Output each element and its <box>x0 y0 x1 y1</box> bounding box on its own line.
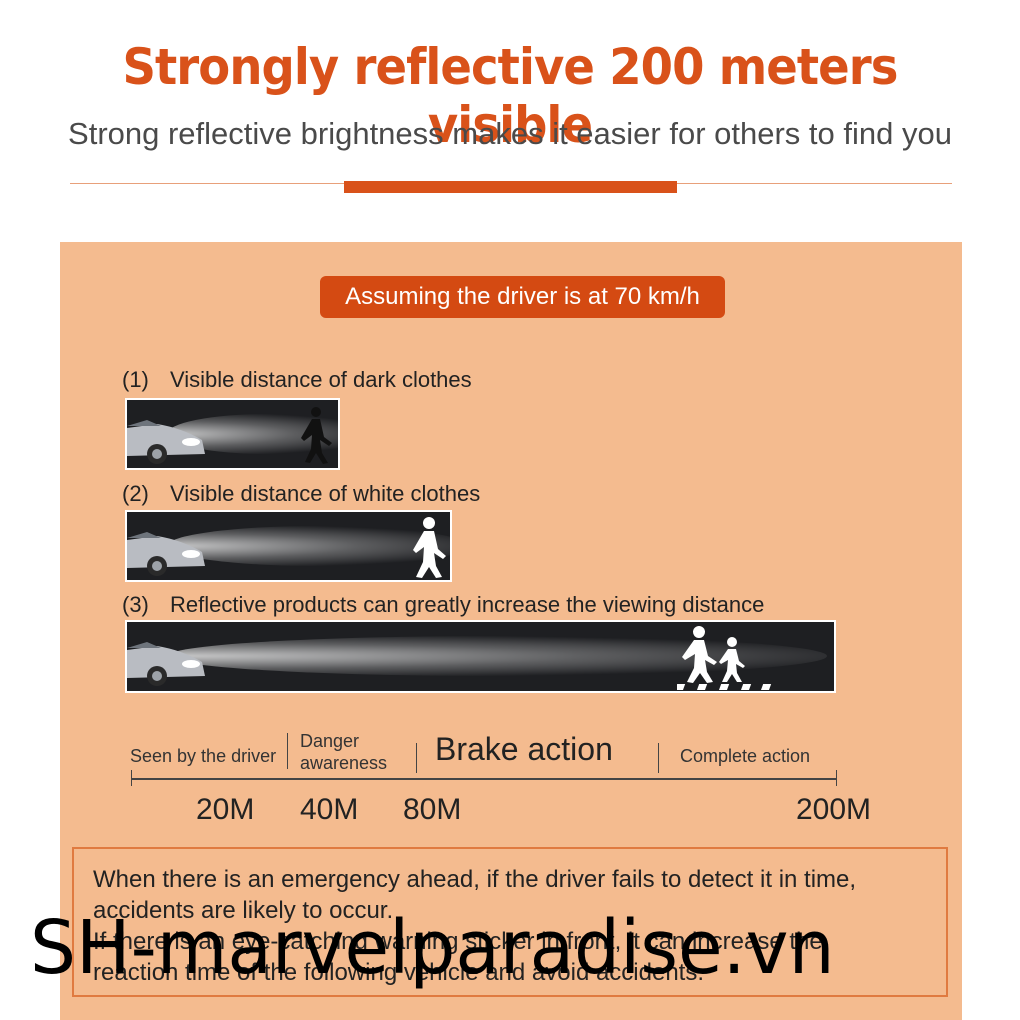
scale-axis-tick <box>131 770 132 786</box>
distance-label: 40M <box>300 793 359 826</box>
item-label-white: (2) Visible distance of white clothes <box>122 481 480 507</box>
item-text: Visible distance of dark clothes <box>170 367 472 392</box>
page-title: Strongly reflective 200 meters visible <box>122 38 898 154</box>
scale-axis-tick <box>836 770 837 786</box>
scale-axis <box>131 778 837 780</box>
item-text: Reflective products can greatly increase… <box>170 592 765 617</box>
item-label-reflective: (3) Reflective products can greatly incre… <box>122 592 764 618</box>
car-icon <box>127 642 205 686</box>
note-box <box>72 847 948 997</box>
stage-separator <box>287 733 288 769</box>
headlight-beam <box>167 636 827 676</box>
pedestrian-white-icon <box>413 517 446 578</box>
scene-dark-clothes <box>125 398 340 470</box>
item-text: Visible distance of white clothes <box>170 481 481 506</box>
watermark: SH-marvelparadise.vn <box>30 905 835 991</box>
car-icon <box>127 532 205 576</box>
scene-reflective <box>125 620 836 693</box>
speed-badge: Assuming the driver is at 70 km/h <box>320 276 725 318</box>
stage-danger: Danger awareness <box>300 730 387 774</box>
car-icon <box>127 420 205 464</box>
divider-accent <box>344 181 677 193</box>
stage-separator <box>658 743 659 773</box>
headlight-beam <box>167 526 450 566</box>
item-number: (2) <box>122 481 149 506</box>
stage-danger-line1: Danger <box>300 731 360 751</box>
distance-label: 20M <box>196 793 255 826</box>
pedestrian-dark-icon <box>301 407 332 464</box>
pedestrians-crossing-icon <box>677 626 772 690</box>
page-subtitle: Strong reflective brightness makes it ea… <box>68 116 952 151</box>
note-line: When there is an emergency ahead, if the… <box>93 866 857 893</box>
note-line: reaction time of the following vehicle a… <box>93 959 705 986</box>
note-line: If there is an eye-catching warning stic… <box>93 928 823 955</box>
note-line: accidents are likely to occur. <box>93 897 394 924</box>
stage-brake: Brake action <box>435 731 613 767</box>
stage-separator <box>416 743 417 773</box>
item-label-dark: (1) Visible distance of dark clothes <box>122 367 472 393</box>
item-number: (3) <box>122 592 149 617</box>
distance-label: 200M <box>796 793 872 826</box>
item-number: (1) <box>122 367 149 392</box>
stage-danger-line2: awareness <box>300 753 388 773</box>
stage-seen: Seen by the driver <box>130 746 277 766</box>
stage-complete: Complete action <box>680 746 811 766</box>
distance-label: 80M <box>403 793 462 826</box>
scene-white-clothes <box>125 510 452 582</box>
